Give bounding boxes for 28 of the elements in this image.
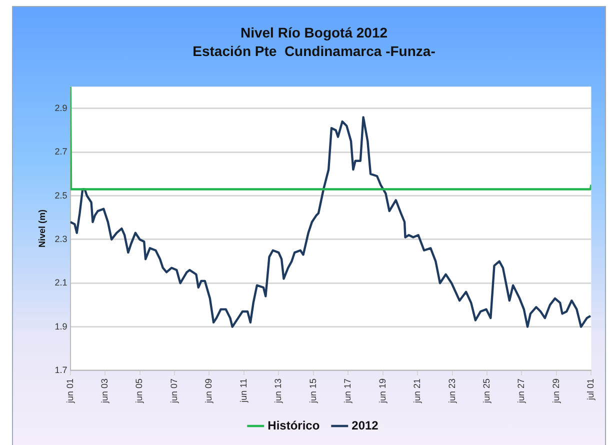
x-tick-label: jun 05: [134, 378, 144, 404]
x-tick-label: jun 21: [412, 378, 422, 404]
x-tick-label: jun 23: [446, 378, 457, 404]
x-tick-label: jun 25: [482, 378, 492, 404]
y-tick-label: 2.7: [54, 146, 68, 157]
y-tick-label: 2.1: [54, 278, 68, 288]
x-tick-label: jun 29: [550, 378, 561, 404]
x-tick-label: jun 01: [64, 378, 75, 404]
x-tick-label: jun 09: [204, 378, 214, 404]
y-tick-label: 2.9: [54, 102, 68, 113]
y-tick-label: 2.3: [54, 234, 68, 244]
chart-subtitle: Estación Pte Cundinamarca -Funza-: [192, 43, 436, 60]
x-tick-label: jun 03: [100, 378, 110, 404]
x-tick-label: jul 01: [586, 378, 596, 401]
legend-label: 2012: [352, 418, 379, 432]
y-tick-label: 2.5: [54, 190, 68, 200]
y-tick-label: 1.7: [54, 364, 68, 375]
x-tick-label: jun 07: [168, 378, 179, 404]
y-tick-label: 1.9: [54, 321, 68, 332]
chart-title: Nivel Río Bogotá 2012: [240, 24, 388, 40]
x-tick-label: jun 19: [377, 378, 388, 404]
x-tick-label: jun 11: [238, 378, 248, 404]
x-tick-label: jun 15: [308, 378, 318, 404]
x-tick-label: jun 13: [273, 378, 284, 404]
y-axis-title: Nivel (m): [36, 210, 47, 248]
x-tick-label: jun 17: [342, 378, 353, 404]
x-tick-label: jun 27: [516, 378, 526, 404]
legend-label: Histórico: [268, 418, 320, 432]
